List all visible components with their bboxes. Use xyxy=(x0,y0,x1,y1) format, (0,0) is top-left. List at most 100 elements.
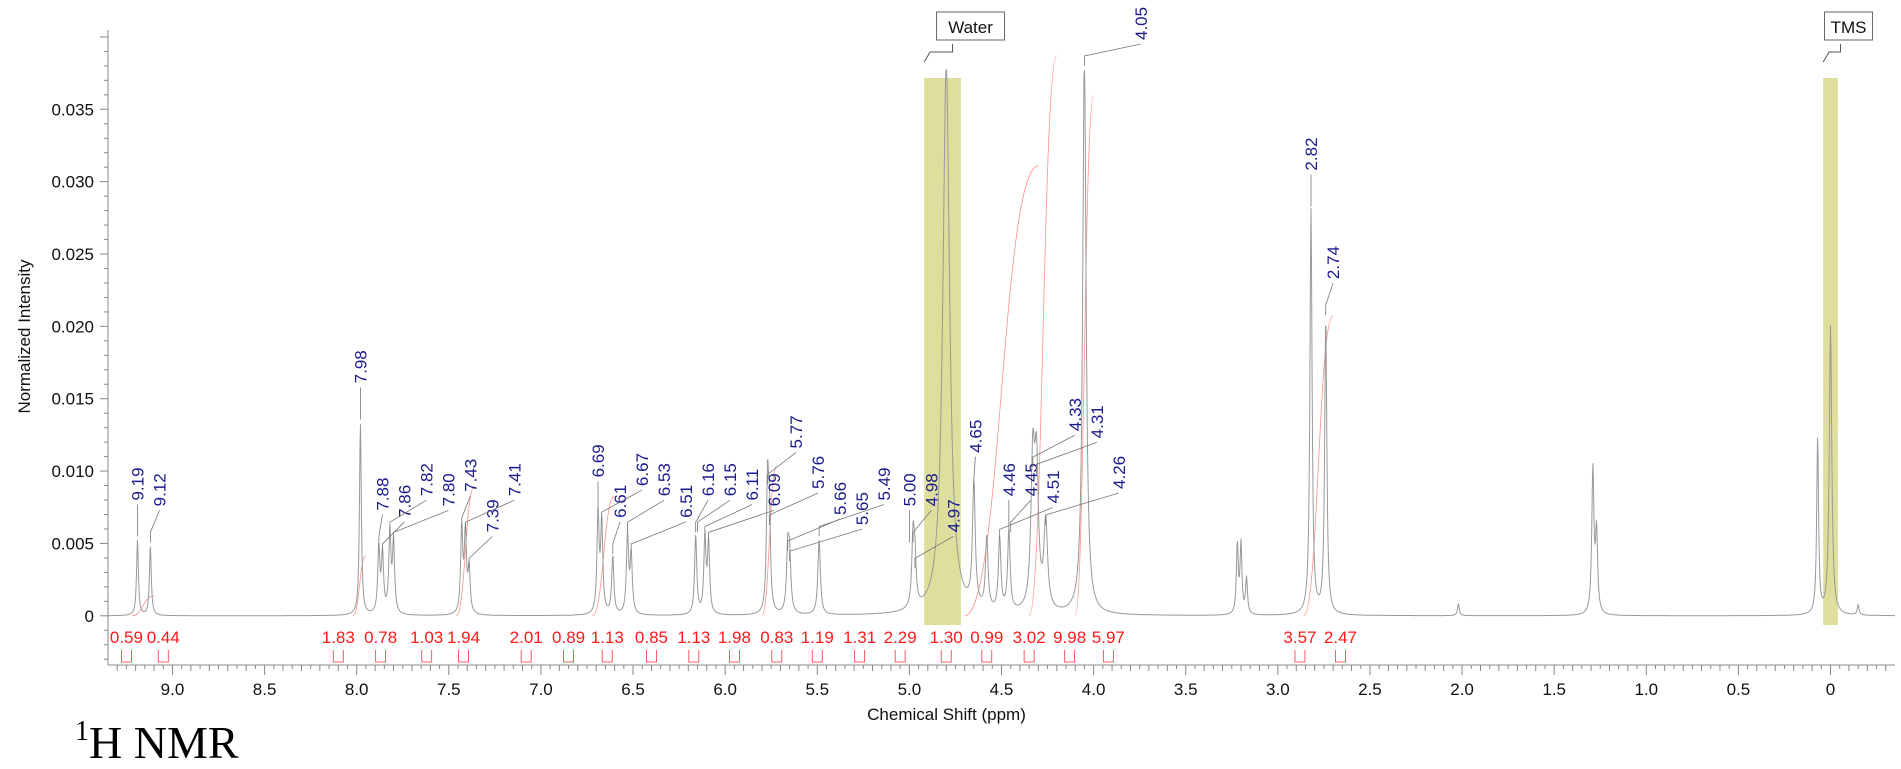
y-tick-label: 0.015 xyxy=(51,390,94,409)
peak-label: 4.31 xyxy=(1088,405,1107,438)
peak-leader xyxy=(468,536,493,569)
x-tick-label: 7.0 xyxy=(529,680,553,699)
x-tick-label: 2.0 xyxy=(1450,680,1474,699)
region-label: TMS xyxy=(1831,18,1867,37)
peak-label: 5.49 xyxy=(875,467,894,500)
x-tick-label: 1.5 xyxy=(1542,680,1566,699)
integral-bracket xyxy=(458,650,469,663)
peak-label: 4.33 xyxy=(1066,398,1085,431)
peak-label: 7.82 xyxy=(417,463,436,496)
peak-label: 4.51 xyxy=(1044,470,1063,503)
region-band xyxy=(924,78,961,625)
excluded-regions: Water TMS xyxy=(923,11,1874,625)
peak-label: 5.00 xyxy=(900,473,919,506)
peak-label: 7.88 xyxy=(373,478,392,511)
peak-leader xyxy=(914,536,954,569)
integral-bracket xyxy=(646,650,657,663)
peak-leader xyxy=(768,492,819,525)
peak-label: 5.76 xyxy=(809,456,828,489)
region-label-box xyxy=(936,11,1006,41)
integral-curve xyxy=(1303,315,1334,617)
peak-leader xyxy=(697,499,731,533)
peak-leader xyxy=(1036,441,1098,475)
peak-label: 6.69 xyxy=(589,444,608,477)
integral-value: 2.29 xyxy=(884,628,917,647)
x-axis-label: Chemical Shift (ppm) xyxy=(867,705,1026,724)
x-tick-label: 1.0 xyxy=(1634,680,1658,699)
peak-leader xyxy=(767,452,797,485)
integral-curve xyxy=(352,555,367,617)
integral-bracket xyxy=(563,650,574,663)
y-axis-label: Normalized Intensity xyxy=(15,259,34,414)
peak-label: 6.11 xyxy=(743,469,762,501)
peak-leader xyxy=(912,510,932,543)
peak-leader xyxy=(465,499,515,533)
region-label-box xyxy=(1824,11,1874,41)
peak-label: 2.74 xyxy=(1324,246,1343,279)
integral-value: 1.31 xyxy=(843,628,876,647)
x-tick-label: 3.0 xyxy=(1266,680,1290,699)
x-tick-label: 6.0 xyxy=(713,680,737,699)
peak-leader xyxy=(393,509,449,543)
integral-curve xyxy=(1028,55,1058,617)
peak-leader xyxy=(999,507,1054,540)
peak-label: 4.98 xyxy=(922,473,941,506)
x-tick-label: 5.0 xyxy=(898,680,922,699)
integral-bracket xyxy=(1335,650,1346,663)
peak-leader xyxy=(708,509,775,543)
x-tick-label: 7.5 xyxy=(437,680,461,699)
peak-leader xyxy=(1084,43,1141,66)
peak-label: 7.39 xyxy=(483,499,502,532)
integral-value: 3.02 xyxy=(1013,628,1046,647)
y-tick-label: 0.025 xyxy=(51,245,94,264)
peak-leader xyxy=(630,521,687,554)
peak-label: 6.67 xyxy=(633,453,652,486)
peak-label: 6.09 xyxy=(765,473,784,506)
integral-curve xyxy=(761,465,778,617)
peak-leader xyxy=(695,500,709,533)
integral-bracket xyxy=(894,650,906,663)
x-tick-label: 5.5 xyxy=(805,680,829,699)
caption-isotope: 1 xyxy=(75,716,89,747)
x-tick-label: 6.5 xyxy=(621,680,645,699)
peak-leader xyxy=(149,510,160,543)
peak-label: 4.65 xyxy=(966,420,985,453)
integral-value: 1.19 xyxy=(801,628,834,647)
peak-label: 9.12 xyxy=(150,473,169,506)
integral-bracket xyxy=(811,650,823,663)
x-tick-label: 9.0 xyxy=(161,680,185,699)
integral-bracket xyxy=(332,650,344,663)
region-callout-line xyxy=(923,44,954,63)
integral-value: 1.03 xyxy=(410,628,443,647)
integral-value: 1.30 xyxy=(930,628,963,647)
integral-value: 0.59 xyxy=(110,628,143,647)
integral-value: 0.78 xyxy=(364,628,397,647)
y-tick-label: 0.005 xyxy=(51,534,94,553)
integral-value: 9.98 xyxy=(1053,628,1086,647)
peak-leader xyxy=(787,518,841,552)
peak-labels: 9.19 9.12 7.98 7.88 7.867.82 7.80 7.437.397.41… xyxy=(128,7,1343,569)
peak-label: 6.15 xyxy=(721,463,740,496)
peak-leader xyxy=(1032,434,1076,468)
peak-label: 7.98 xyxy=(351,350,370,383)
integral-value: 1.83 xyxy=(322,628,355,647)
spectrum-caption: 1H NMR xyxy=(75,718,239,766)
peak-leader xyxy=(1010,499,1032,533)
x-tick-label: 0 xyxy=(1826,680,1835,699)
x-tick-label: 4.0 xyxy=(1082,680,1106,699)
spectrum-line xyxy=(108,69,1895,617)
peak-label: 7.86 xyxy=(395,485,414,518)
integral-value: 0.85 xyxy=(635,628,668,647)
integral-bracket xyxy=(421,650,433,663)
integral-value: 1.13 xyxy=(591,628,624,647)
region-label: Water xyxy=(948,18,993,37)
peak-leader xyxy=(1325,283,1334,316)
peak-leader xyxy=(704,504,753,537)
peak-label: 9.19 xyxy=(128,467,147,500)
x-tick-label: 8.5 xyxy=(253,680,277,699)
axes: 9.0 8.5 8.0 7.5 7.0 6.5 6.0 5.5 5.0 4.5 4.0 3.5 3.0 2… xyxy=(51,30,1895,699)
y-tick-label: 0.030 xyxy=(51,173,94,192)
integral-value: 1.98 xyxy=(718,628,751,647)
peak-leader xyxy=(973,456,976,489)
integral-value: 0.83 xyxy=(760,628,793,647)
